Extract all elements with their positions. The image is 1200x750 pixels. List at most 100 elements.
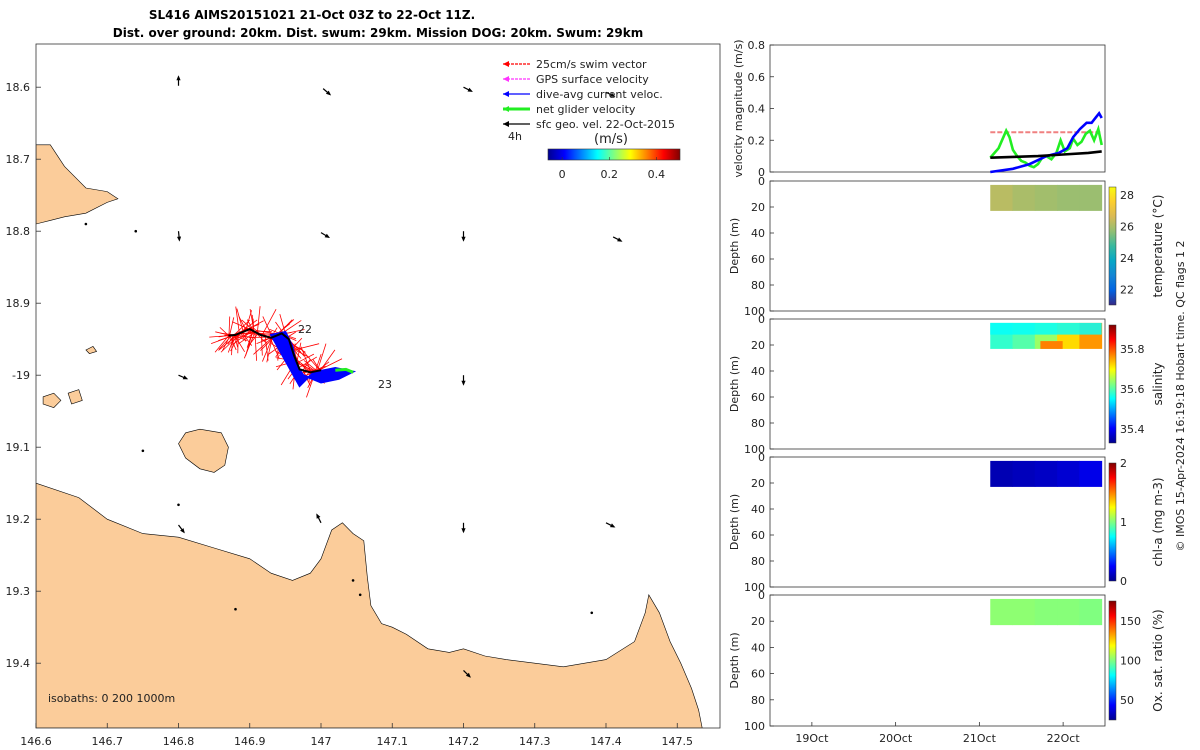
- profile-cell: [1034, 460, 1058, 487]
- geo-vector-2: [463, 86, 473, 92]
- swim-vector: [262, 337, 273, 362]
- land-polygon-2: [178, 428, 229, 473]
- legend-arrowhead: [503, 91, 509, 97]
- land-polygon-3: [42, 392, 62, 408]
- swim-vector: [209, 335, 229, 338]
- islet-4: [590, 611, 594, 615]
- geo-vector-head: [325, 90, 332, 96]
- land-polygon-1: [36, 144, 119, 225]
- velocity-series-3: [990, 150, 1102, 159]
- day-label-23: 23: [378, 378, 392, 391]
- profile-y-tick-label: 80: [751, 694, 765, 707]
- geo-vector-12: [461, 522, 466, 534]
- geo-vector-head: [316, 513, 321, 519]
- swim-vector: [245, 330, 272, 332]
- y-tick-label: 19.1: [6, 441, 31, 454]
- scale-label: 4h: [508, 130, 522, 143]
- profile-colorbar-label: Ox. sat. ratio (%): [1151, 609, 1165, 711]
- track-line: [228, 327, 322, 374]
- y-tick-label: 18.6: [6, 81, 31, 94]
- profile-cell: [1012, 460, 1036, 487]
- profile-cell: [1079, 184, 1103, 211]
- colorbar-tick-label: 0.2: [601, 168, 619, 181]
- geo-vector-1: [322, 88, 332, 96]
- velocity-y-tick-label: 0.6: [748, 71, 766, 84]
- geo-vector-0: [176, 75, 181, 86]
- profile-colorbar-label: salinity: [1151, 362, 1165, 405]
- x-tick-label: 146.8: [163, 735, 195, 748]
- profile-cell: [1012, 184, 1036, 211]
- swim-vector: [316, 343, 327, 372]
- profile-y-tick-label: 40: [751, 641, 765, 654]
- profile-colorbar-tick-label: 0: [1120, 575, 1127, 588]
- geo-vector-head: [176, 75, 181, 81]
- profile-colorbar-tick-label: 24: [1120, 252, 1134, 265]
- x-tick-label: 147: [311, 735, 332, 748]
- profile-cell: [1034, 598, 1058, 626]
- profile-cell: [1057, 184, 1080, 211]
- swim-vector: [229, 335, 237, 351]
- y-tick-label: 19.3: [6, 585, 31, 598]
- velocity-y-tick-label: 0.4: [748, 103, 766, 116]
- swim-vector: [228, 316, 231, 336]
- legend-item-3: net glider velocity: [503, 103, 636, 116]
- velocity-y-label: velocity magnitude (m/s): [732, 39, 745, 177]
- swim-vector: [264, 336, 269, 361]
- profile-y-tick-label: 0: [758, 451, 765, 464]
- velocity-y-tick-label: 0.8: [748, 39, 766, 52]
- profile-cell: [1034, 184, 1058, 211]
- legend-item-0: 25cm/s swim vector: [503, 58, 647, 71]
- profile-colorbar-tick-label: 28: [1120, 189, 1134, 202]
- geo-vector-8: [178, 374, 189, 380]
- x-tick-label: 146.6: [20, 735, 52, 748]
- swim-vector: [253, 336, 273, 355]
- profile-colorbar-label: chl-a (mg m-3): [1151, 477, 1165, 566]
- profile-y-label: Depth (m): [728, 494, 741, 550]
- geo-vector-3: [605, 91, 616, 97]
- land-layer: [36, 144, 703, 728]
- y-tick-label: 19.4: [6, 657, 31, 670]
- islet-1: [177, 503, 180, 507]
- profile-cell: [990, 598, 1014, 626]
- profile-y-label: Depth (m): [728, 632, 741, 688]
- profile-y-tick-label: 100: [744, 720, 765, 733]
- geo-vector-10: [178, 524, 185, 534]
- map-x-ticks: 146.6 146.7 146.8 146.9 147 147.1 147.2 147.3 14…: [20, 723, 693, 748]
- geo-vector-9: [461, 375, 466, 386]
- profile-y-tick-label: 60: [751, 253, 765, 266]
- profile-colorbar-tick-label: 2: [1120, 457, 1127, 470]
- velocity-y-tick-label: 0: [758, 166, 765, 179]
- swim-vector: [227, 334, 236, 353]
- profile-cell: [990, 184, 1014, 211]
- geo-vector-head: [180, 528, 185, 534]
- profile-cell: [1012, 598, 1036, 626]
- land-polygon-5: [85, 346, 98, 354]
- geo-vector-head: [177, 236, 182, 242]
- profile-y-tick-label: 60: [751, 668, 765, 681]
- profile-y-label: Depth (m): [728, 218, 741, 274]
- velocity-y-tick-label: 0.2: [748, 134, 766, 147]
- swim-vector: [297, 362, 314, 371]
- geo-vector-11: [316, 513, 322, 524]
- isobaths-label: isobaths: 0 200 1000m: [48, 692, 175, 705]
- islet-2: [351, 579, 355, 582]
- profile-colorbar-tick-label: 35.8: [1120, 343, 1145, 356]
- speed-colorbar: [547, 148, 681, 161]
- velocity-axes: [769, 44, 1106, 173]
- figure-title-line1: SL416 AIMS20151021 21-Oct 03Z to 22-Oct …: [149, 8, 475, 22]
- legend-label: net glider velocity: [536, 103, 636, 116]
- profile-colorbar-tick-label: 26: [1120, 220, 1134, 233]
- legend-label: 25cm/s swim vector: [536, 58, 647, 71]
- islet-0: [141, 449, 145, 453]
- y-tick-label: 19.2: [6, 513, 31, 526]
- swim-vector: [236, 308, 244, 332]
- swim-vector: [214, 335, 230, 353]
- colorbar-tick-label: 0: [559, 168, 566, 181]
- colorbar-title: (m/s): [594, 132, 628, 147]
- profile-y-tick-label: 40: [751, 503, 765, 516]
- map-frame: [35, 43, 721, 729]
- day-label-22: 22: [298, 323, 312, 336]
- legend-item-4: sfc geo. vel. 22-Oct-2015: [503, 118, 675, 131]
- profile-y-tick-label: 100: [744, 305, 765, 318]
- profile-y-tick-label: 60: [751, 391, 765, 404]
